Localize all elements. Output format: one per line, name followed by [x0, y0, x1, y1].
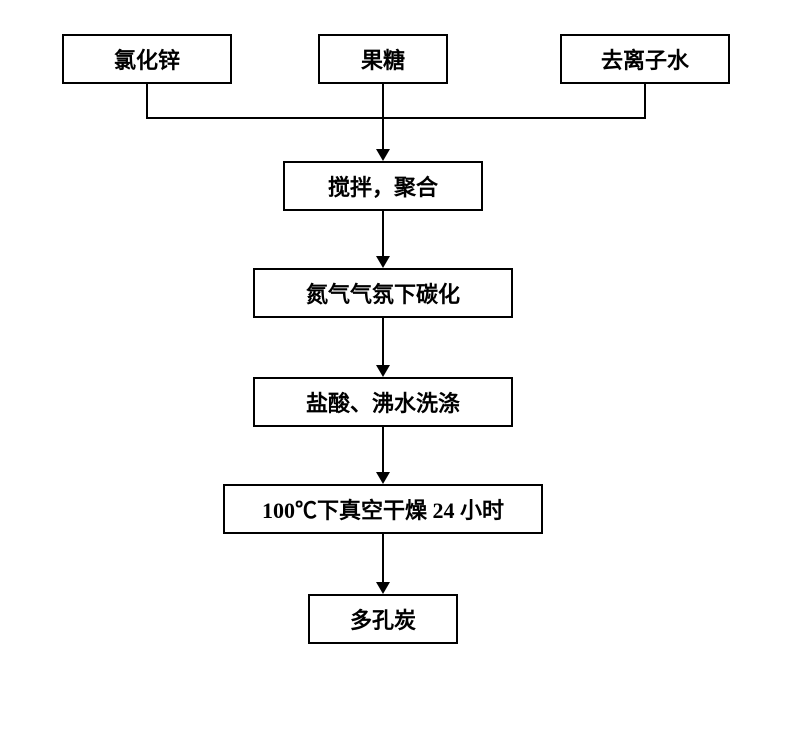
step-label-1: 搅拌，聚合: [328, 170, 438, 202]
arrow-head-4-5: [376, 582, 390, 594]
input-box-right: 去离子水: [560, 34, 730, 84]
arrow-line-2-3: [382, 318, 384, 365]
merge-drop-line: [382, 117, 384, 149]
input-label-right: 去离子水: [601, 43, 689, 75]
arrow-head-2-3: [376, 365, 390, 377]
horizontal-connector: [146, 117, 646, 119]
step-box-1: 搅拌，聚合: [283, 161, 483, 211]
input-label-left: 氯化锌: [114, 43, 180, 75]
arrow-line-1-2: [382, 211, 384, 256]
step-box-4: 100℃下真空干燥 24 小时: [223, 484, 543, 534]
input-box-left: 氯化锌: [62, 34, 232, 84]
merge-arrow-head: [376, 149, 390, 161]
drop-line-right: [644, 84, 646, 117]
step-label-2: 氮气气氛下碳化: [306, 277, 460, 309]
step-box-3: 盐酸、沸水洗涤: [253, 377, 513, 427]
output-label: 多孔炭: [350, 603, 416, 635]
step-label-3: 盐酸、沸水洗涤: [306, 386, 460, 418]
step-box-2: 氮气气氛下碳化: [253, 268, 513, 318]
drop-line-left: [146, 84, 148, 117]
output-box: 多孔炭: [308, 594, 458, 644]
arrow-line-4-5: [382, 534, 384, 582]
input-label-center: 果糖: [361, 43, 405, 75]
drop-line-center: [382, 84, 384, 117]
arrow-head-1-2: [376, 256, 390, 268]
step-label-4: 100℃下真空干燥 24 小时: [262, 493, 504, 525]
input-box-center: 果糖: [318, 34, 448, 84]
arrow-head-3-4: [376, 472, 390, 484]
arrow-line-3-4: [382, 427, 384, 472]
